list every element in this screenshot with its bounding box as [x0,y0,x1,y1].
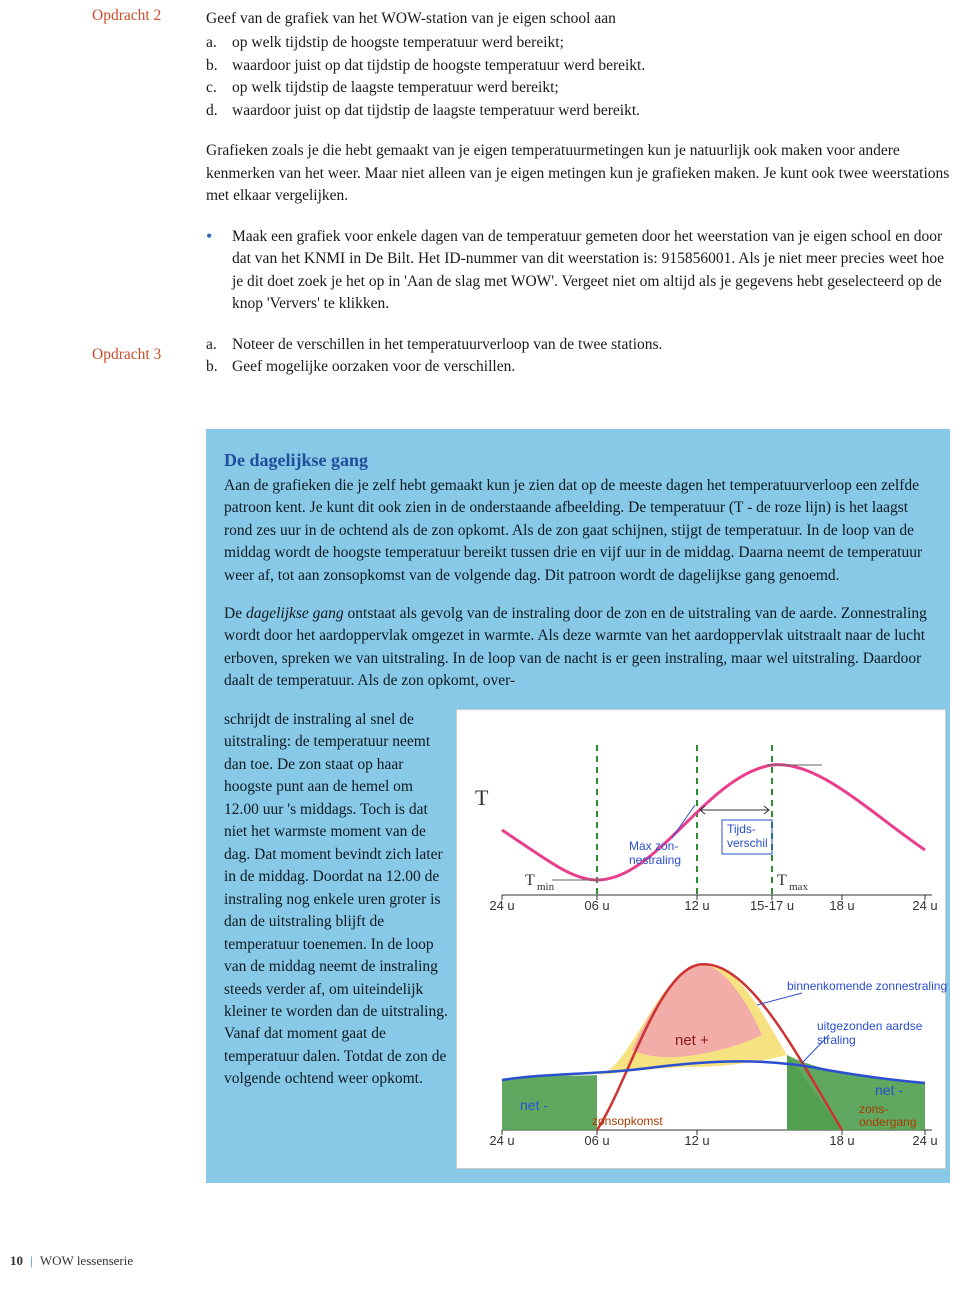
svg-text:ondergang: ondergang [859,1115,916,1129]
svg-text:T: T [525,872,535,889]
info-box: De dagelijkse gang Aan de grafieken die … [206,429,950,1183]
opdracht2-paragraph: Grafieken zoals je die hebt gemaakt van … [206,140,950,207]
list-label: a. [206,32,232,54]
opdracht-3-label: Opdracht 3 [92,344,192,366]
list-label: b. [206,356,232,378]
svg-text:06 u: 06 u [584,898,609,913]
svg-text:24 u: 24 u [489,1133,514,1148]
svg-text:T: T [777,872,787,889]
opdracht2-intro: Geef van de grafiek van het WOW-station … [206,8,950,30]
opdracht-2-label: Opdracht 2 [92,5,192,27]
svg-text:24 u: 24 u [912,1133,937,1148]
svg-text:Max zon-: Max zon- [629,839,678,853]
info-box-p1: Aan de grafieken die je zelf hebt gemaak… [224,475,932,587]
svg-text:T: T [475,785,489,810]
list-label: a. [206,334,232,356]
svg-text:12 u: 12 u [684,898,709,913]
svg-text:verschil: verschil [727,836,768,850]
opdracht2-list: a. op welk tijdstip de hoogste temperatu… [206,32,950,122]
svg-text:uitgezonden aardse: uitgezonden aardse [817,1019,923,1033]
info-box-p2-top: De dagelijkse gang ontstaat als gevolg v… [224,603,932,693]
svg-text:zons-: zons- [859,1102,888,1116]
opdracht3-item-a: Noteer de verschillen in het temperatuur… [232,334,662,356]
svg-text:binnenkomende zonnestraling: binnenkomende zonnestraling [787,979,947,993]
list-label: c. [206,77,232,99]
opdracht3-item-b: Geef mogelijke oorzaken voor de verschil… [232,356,515,378]
page-footer: 10 | WOW lessenserie [10,1252,133,1271]
bullet-dot-icon: • [206,226,232,316]
svg-text:nestraling: nestraling [629,853,681,867]
list-label: b. [206,55,232,77]
svg-text:max: max [789,881,808,893]
bullet-text: Maak een grafiek voor enkele dagen van d… [232,226,950,316]
svg-text:zonsopkomst: zonsopkomst [592,1114,663,1128]
opdracht2-item-d: waardoor juist op dat tijdstip de laagst… [232,100,640,122]
page-number: 10 [10,1253,23,1268]
svg-text:18 u: 18 u [829,898,854,913]
svg-text:Tijds-: Tijds- [727,822,756,836]
svg-text:min: min [537,881,555,893]
svg-text:12 u: 12 u [684,1133,709,1148]
opdracht2-item-c: op welk tijdstip de laagste temperatuur … [232,77,559,99]
opdracht2-item-a: op welk tijdstip de hoogste temperatuur … [232,32,564,54]
svg-text:24 u: 24 u [912,898,937,913]
svg-text:net +: net + [675,1032,709,1049]
bullet-block: • Maak een grafiek voor enkele dagen van… [206,226,950,316]
svg-text:24 u: 24 u [489,898,514,913]
list-label: d. [206,100,232,122]
info-box-title: De dagelijkse gang [224,447,932,473]
info-box-p2-left: schrijdt de instraling al snel de uitstr… [224,711,448,1088]
opdracht2-item-b: waardoor juist op dat tijdstip de hoogst… [232,55,645,77]
daily-cycle-chart: 24 u 06 u 12 u 15-17 u 18 u 24 u T Tmin … [456,709,946,1169]
svg-text:06 u: 06 u [584,1133,609,1148]
footer-series: WOW lessenserie [40,1253,133,1268]
svg-text:15-17 u: 15-17 u [750,898,794,913]
footer-separator-icon: | [26,1253,37,1268]
svg-text:net -: net - [875,1082,903,1098]
svg-text:18 u: 18 u [829,1133,854,1148]
svg-text:net -: net - [520,1097,548,1113]
svg-text:straling: straling [817,1033,856,1047]
opdracht3-list: a. Noteer de verschillen in het temperat… [206,334,950,379]
